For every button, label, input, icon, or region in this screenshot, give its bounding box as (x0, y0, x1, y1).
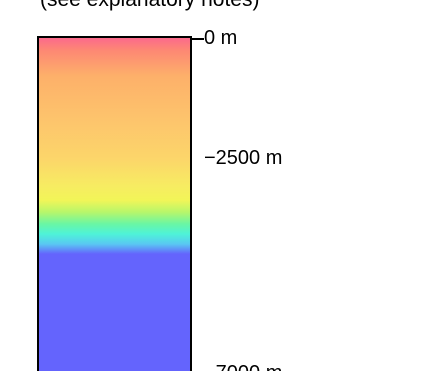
label-0m: 0 m (204, 27, 238, 49)
depth-color-ramp (37, 36, 192, 371)
label-minus-7000m: −7000 m (204, 362, 282, 371)
label-minus-2500m: −2500 m (204, 147, 283, 169)
tick-top (190, 38, 204, 40)
explanatory-notes-caption: (see explanatory notes) (40, 0, 259, 12)
